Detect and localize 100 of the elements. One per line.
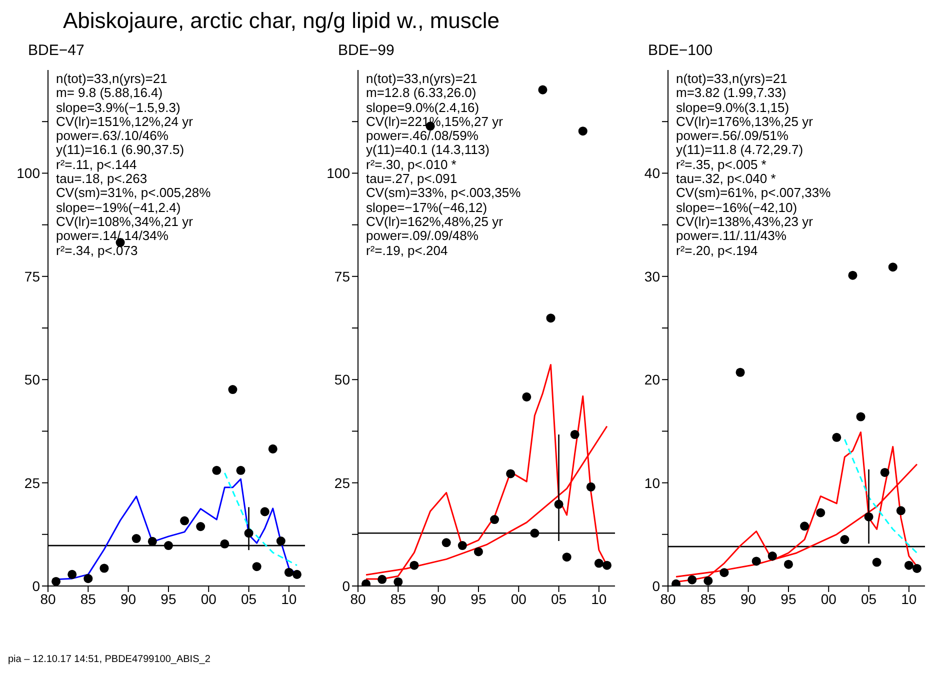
point [378,574,387,584]
annotation: slope=3.9%(−1.5,9.3) [56,100,182,115]
point [52,576,61,586]
y-tick-label: 20 [644,372,660,388]
point [896,506,906,516]
annotation: CV(lr)=138%,43%,23 yr [676,214,814,230]
point [538,85,548,94]
x-tick-label: 80 [660,590,676,607]
point [752,556,761,566]
point [228,385,238,394]
point [268,444,278,454]
y-tick-label: 100 [326,165,350,182]
annotation: r²=.20, p<.194 [676,242,758,258]
point [196,522,206,532]
point [100,564,109,573]
point [832,432,842,442]
point [68,570,77,579]
y-tick-label: 0 [342,578,350,594]
point [442,538,451,548]
point [458,541,467,550]
point [904,560,914,570]
x-tick-label: 90 [120,590,136,607]
point [562,552,572,562]
point [410,560,419,570]
annotation: tau=.18, p<.263 [56,171,148,186]
annotation: tau=.27, p<.091 [366,171,458,186]
annotation: CV(lr)=108%,34%,21 yr [56,214,194,230]
point [594,558,604,568]
annotation: slope=−16%(−42,10) [676,200,798,215]
point [880,468,890,477]
point [768,552,777,561]
annotation: CV(sm)=31%, p<.005,28% [56,185,211,201]
chart-title: BDE−99 [338,42,396,61]
annotation: y(11)=11.8 (4.72,29.7) [676,142,804,158]
annotation: r²=.11, p<.144 [56,156,137,172]
y-tick-label: 100 [16,165,40,182]
x-tick-label: 10 [901,590,917,607]
annotation: CV(sm)=61%, p<.007,33% [676,185,831,201]
x-tick-label: 80 [350,590,366,607]
annotation: slope=9.0%(3.1,15) [676,100,790,115]
point [180,516,190,526]
y-tick-label: 75 [334,268,350,284]
point [284,568,294,577]
chart-title: BDE−47 [28,42,86,61]
x-tick-label: 00 [820,590,837,607]
point [84,574,93,584]
x-tick-label: 05 [860,590,877,607]
point [736,368,745,377]
annotation: n(tot)=33,n(yrs)=21 [676,71,788,86]
point [490,515,500,524]
point [164,541,173,550]
point [578,126,588,136]
annotation: power=.11/.11/43% [676,228,786,244]
x-tick-label: 85 [700,590,716,607]
point [912,564,922,573]
annotation: m= 9.8 (5.88,16.4) [56,85,163,101]
y-tick-label: 50 [334,372,350,388]
line-series [224,472,298,566]
x-tick-label: 95 [780,590,796,607]
chart-title: BDE−100 [648,42,714,61]
y-tick-label: 50 [24,372,40,388]
x-tick-label: 90 [430,590,446,607]
text: Abiskojaure, arctic char, ng/g lipid w., muscle [63,8,501,34]
annotation: n(tot)=33,n(yrs)=21 [366,71,478,86]
point [212,466,222,475]
annotation: slope=−17%(−46,12) [366,200,488,215]
point [132,534,141,544]
x-tick-label: 00 [200,590,217,607]
point [872,558,882,567]
point [720,568,729,578]
annotation: CV(sm)=33%, p<.003,35% [366,185,521,201]
point [602,560,612,570]
point [244,528,254,538]
x-tick-label: 95 [160,590,176,607]
annotation: r²=.35, p<.005 * [676,156,766,172]
annotation: r²=.30, p<.010 * [366,156,456,172]
point [570,430,580,440]
x-tick-label: 10 [591,590,607,607]
point [252,562,262,572]
y-tick-label: 0 [652,578,660,594]
point [586,482,596,492]
x-tick-label: 80 [40,590,56,607]
annotation: y(11)=40.1 (14.3,113) [366,142,490,158]
point [276,536,286,546]
annotation: power=.56/.09/51% [676,128,788,144]
point [546,314,556,323]
point [816,508,826,518]
x-tick-label: 10 [281,590,297,607]
point [530,528,540,538]
point [848,270,858,280]
annotation: power=.46/.08/59% [366,128,478,144]
x-tick-label: 85 [80,590,96,607]
point [856,412,866,422]
text: pia – 12.10.17 14:51, PBDE4799100_ABIS_2 [8,654,212,665]
x-tick-label: 05 [550,590,567,607]
y-tick-label: 25 [24,474,40,491]
point [554,500,564,509]
point [236,466,246,475]
annotation: CV(lr)=151%,12%,24 yr [56,114,194,130]
annotation: n(tot)=33,n(yrs)=21 [56,71,168,86]
